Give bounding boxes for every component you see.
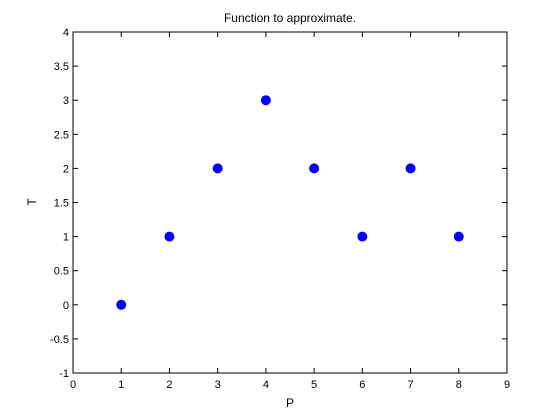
y-axis-ticks: -1 -0.5 0 0.5 1 1.5 2 2.5 3 3.5 4	[50, 27, 507, 380]
x-tick-label: 9	[504, 379, 510, 391]
data-point	[309, 163, 320, 174]
data-point	[357, 231, 368, 242]
data-point	[164, 231, 175, 242]
plot-area: 0 1 2 3 4 5 6 7 8 9 -1 -0.5 0 0.5 1 1.5 2 2.5 3 3.5 4	[50, 27, 510, 391]
x-axis-label: P	[286, 396, 294, 410]
x-tick-label: 1	[118, 379, 124, 391]
y-tick-label: 3	[63, 95, 69, 107]
x-tick-label: 5	[311, 379, 317, 391]
y-axis-label: T	[25, 198, 39, 206]
y-tick-label: -1	[59, 368, 69, 380]
x-tick-label: 4	[263, 379, 269, 391]
chart-title: Function to approximate.	[224, 11, 356, 25]
x-axis-ticks: 0 1 2 3 4 5 6 7 8 9	[70, 32, 510, 391]
x-tick-label: 3	[215, 379, 221, 391]
data-point	[116, 299, 127, 310]
x-tick-label: 2	[166, 379, 172, 391]
y-tick-label: 4	[63, 27, 69, 39]
x-tick-label: 7	[407, 379, 413, 391]
y-tick-label: 1	[63, 232, 69, 244]
y-tick-label: 2	[63, 163, 69, 175]
y-tick-label: 0.5	[54, 266, 69, 278]
y-tick-label: 3.5	[54, 61, 69, 73]
axes-box	[72, 31, 508, 374]
y-tick-label: 1.5	[54, 198, 69, 210]
y-tick-label: 0	[63, 300, 69, 312]
x-tick-label: 0	[70, 379, 76, 391]
data-point	[212, 163, 223, 174]
y-tick-label: -0.5	[50, 334, 69, 346]
x-tick-label: 8	[456, 379, 462, 391]
y-tick-label: 2.5	[54, 129, 69, 141]
data-points	[116, 95, 464, 310]
data-point	[453, 231, 464, 242]
data-point	[260, 95, 271, 106]
data-point	[405, 163, 416, 174]
x-tick-label: 6	[359, 379, 365, 391]
